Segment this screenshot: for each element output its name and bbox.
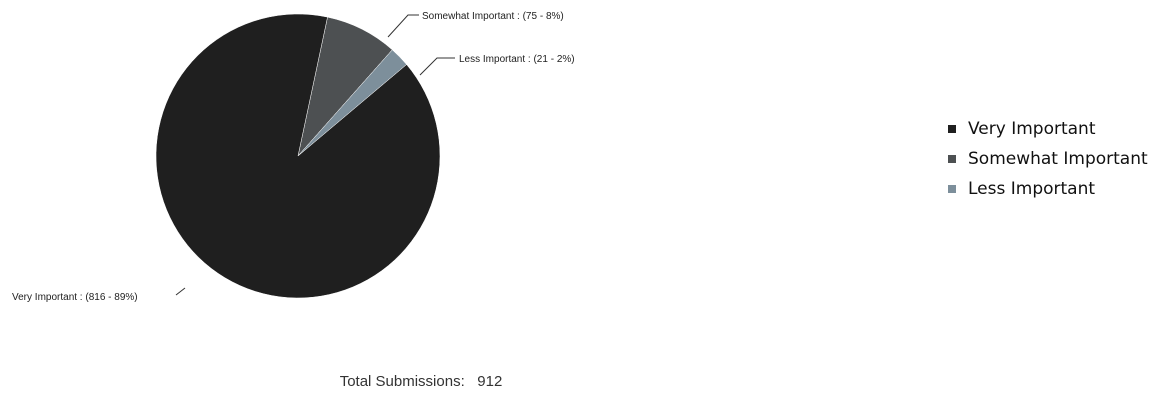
total-submissions-label: Total Submissions:: [339, 373, 465, 390]
legend-label: Somewhat Important: [968, 149, 1148, 169]
legend-swatch-very-important: [948, 125, 956, 133]
legend-swatch-somewhat-important: [948, 155, 956, 163]
slice-label-less-important: Less Important : (21 - 2%): [459, 54, 575, 65]
legend-item-somewhat-important[interactable]: Somewhat Important: [948, 144, 1148, 174]
legend-label: Less Important: [968, 179, 1096, 199]
total-submissions: Total Submissions: 912: [0, 373, 842, 390]
slice-label-somewhat-important: Somewhat Important : (75 - 8%): [422, 11, 564, 22]
legend-label: Very Important: [968, 119, 1096, 139]
leader-line-very-important: [175, 287, 186, 296]
pie-slice-very-important[interactable]: [155, 13, 441, 299]
legend-item-very-important[interactable]: Very Important: [948, 114, 1148, 144]
legend-item-less-important[interactable]: Less Important: [948, 174, 1148, 204]
leader-line-less-important: [419, 57, 455, 76]
total-submissions-value: 912: [477, 373, 503, 390]
leader-line-somewhat-important: [387, 14, 419, 38]
slice-label-very-important: Very Important : (816 - 89%): [12, 292, 138, 303]
legend-swatch-less-important: [948, 185, 956, 193]
chart-legend: Very Important Somewhat Important Less I…: [948, 114, 1148, 204]
